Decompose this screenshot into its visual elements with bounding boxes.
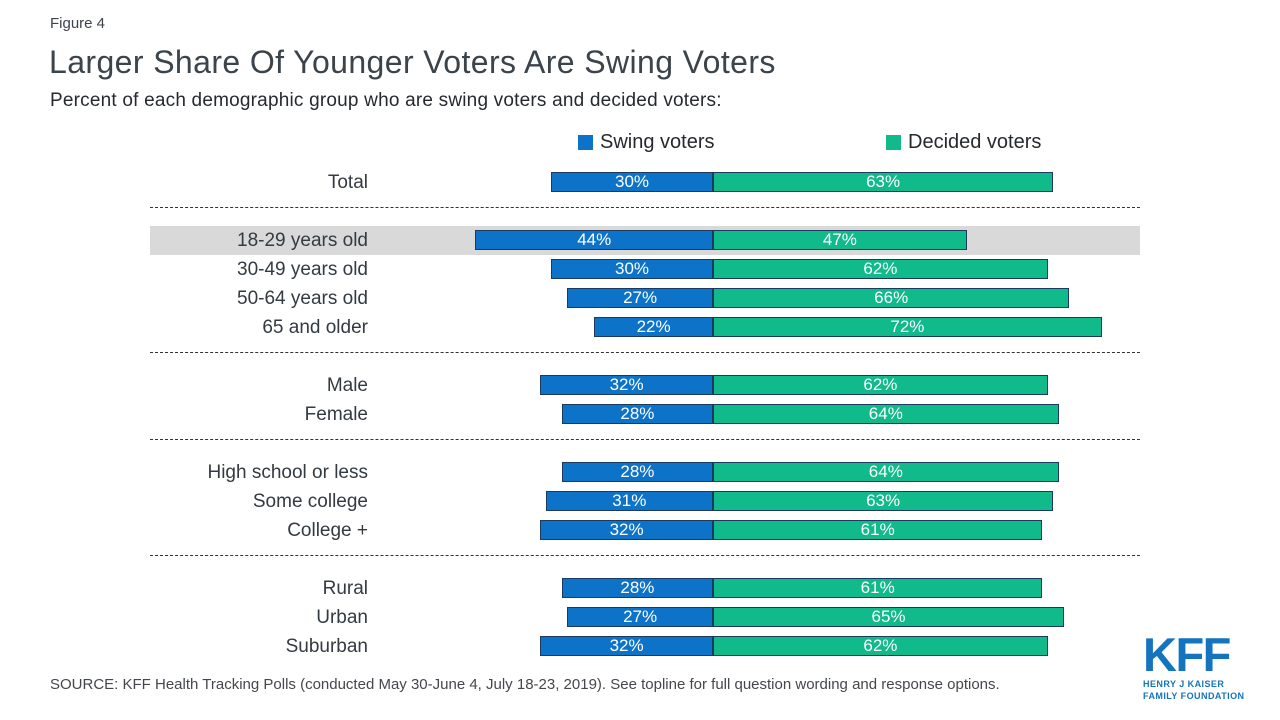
kff-logo-line1: HENRY J KAISER	[1143, 679, 1225, 689]
row-label: 50-64 years old	[237, 288, 368, 309]
chart-area: Total 30% 63% 18-29 years old 44% 47% 30-49 ye…	[150, 168, 1140, 661]
decided-voters-bar: 63%	[713, 491, 1054, 511]
swing-voters-bar: 32%	[540, 520, 713, 540]
decided-voters-bar: 64%	[713, 404, 1059, 424]
legend-item-swing-voters: Swing voters	[578, 131, 715, 153]
chart-row: Total 30% 63%	[150, 168, 1140, 197]
swing-voters-bar: 32%	[540, 636, 713, 656]
group-separator	[150, 439, 1140, 440]
decided-voters-swatch-icon	[886, 134, 901, 150]
decided-voters-bar: 47%	[713, 230, 967, 250]
group-separator	[150, 207, 1140, 208]
chart-row: Some college 31% 63%	[150, 487, 1140, 516]
page-title: Larger Share Of Younger Voters Are Swing…	[49, 44, 776, 80]
chart-row: Female 28% 64%	[150, 400, 1140, 429]
row-label: 65 and older	[262, 317, 368, 338]
decided-voters-bar: 63%	[713, 172, 1054, 192]
figure-label: Figure 4	[50, 15, 106, 32]
chart-row: High school or less 28% 64%	[150, 458, 1140, 487]
legend-label: Decided voters	[908, 130, 1042, 153]
decided-voters-bar: 62%	[713, 375, 1048, 395]
row-label: College +	[287, 520, 368, 541]
swing-voters-swatch-icon	[578, 134, 593, 150]
row-label: 18-29 years old	[237, 230, 368, 251]
kff-logo-line2: FAMILY FOUNDATION	[1143, 690, 1245, 701]
swing-voters-bar: 44%	[475, 230, 713, 250]
chart-row: Urban 27% 65%	[150, 603, 1140, 632]
chart-row: Rural 28% 61%	[150, 574, 1140, 603]
chart-row: 18-29 years old 44% 47%	[150, 226, 1140, 255]
decided-voters-bar: 65%	[713, 607, 1064, 627]
chart-row: College + 32% 61%	[150, 516, 1140, 545]
row-label: Urban	[316, 607, 368, 628]
swing-voters-bar: 28%	[561, 462, 713, 482]
page-subtitle: Percent of each demographic group who ar…	[50, 90, 722, 111]
swing-voters-bar: 28%	[561, 404, 713, 424]
decided-voters-bar: 72%	[713, 317, 1102, 337]
row-label: Male	[326, 375, 368, 396]
swing-voters-bar: 22%	[594, 317, 713, 337]
swing-voters-bar: 27%	[567, 607, 713, 627]
source-note: SOURCE: KFF Health Tracking Polls (condu…	[50, 676, 1000, 693]
chart-row: Male 32% 62%	[150, 371, 1140, 400]
decided-voters-bar: 61%	[713, 520, 1043, 540]
row-label: Total	[327, 172, 368, 193]
group-separator	[150, 352, 1140, 353]
decided-voters-bar: 64%	[713, 462, 1059, 482]
row-label: Suburban	[285, 636, 368, 657]
chart-row: Suburban 32% 62%	[150, 632, 1140, 661]
row-label: 30-49 years old	[237, 259, 368, 280]
swing-voters-bar: 31%	[545, 491, 713, 511]
row-label: High school or less	[207, 462, 368, 483]
group-separator	[150, 555, 1140, 556]
swing-voters-bar: 28%	[561, 578, 713, 598]
decided-voters-bar: 61%	[713, 578, 1043, 598]
kff-logo-acronym: KFF	[1143, 628, 1231, 681]
legend-item-decided-voters: Decided voters	[886, 131, 1041, 153]
row-label: Some college	[252, 491, 368, 512]
swing-voters-bar: 30%	[551, 259, 713, 279]
kff-logo: KFF HENRY J KAISER FAMILY FOUNDATION	[1143, 628, 1253, 701]
row-label: Female	[304, 404, 368, 425]
swing-voters-bar: 27%	[567, 288, 713, 308]
chart-row: 30-49 years old 30% 62%	[150, 255, 1140, 284]
swing-voters-bar: 32%	[540, 375, 713, 395]
decided-voters-bar: 62%	[713, 259, 1048, 279]
decided-voters-bar: 62%	[713, 636, 1048, 656]
legend-label: Swing voters	[600, 130, 715, 153]
chart-row: 50-64 years old 27% 66%	[150, 284, 1140, 313]
row-label: Rural	[322, 578, 368, 599]
chart-row: 65 and older 22% 72%	[150, 313, 1140, 342]
swing-voters-bar: 30%	[551, 172, 713, 192]
decided-voters-bar: 66%	[713, 288, 1070, 308]
